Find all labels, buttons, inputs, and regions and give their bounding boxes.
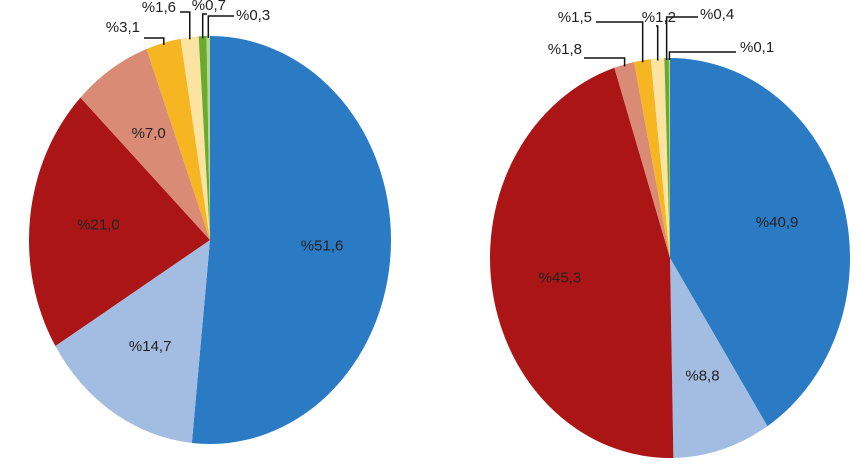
data-label: %7,0 (132, 125, 166, 142)
pie-slice (670, 58, 850, 427)
leader-line (668, 51, 736, 61)
pie-slice (490, 67, 674, 458)
pie-slice (614, 62, 670, 258)
data-label: %21,0 (77, 217, 120, 234)
leader-line (584, 57, 626, 67)
pie-slice (180, 36, 210, 241)
data-label: %8,8 (685, 368, 719, 385)
pie-slice (198, 36, 210, 240)
data-label: %51,6 (301, 237, 344, 254)
data-label: %1,6 (142, 0, 176, 16)
pie-slice (80, 48, 210, 241)
leader-line (596, 21, 644, 63)
pie-slice (670, 258, 768, 458)
leader-line (144, 37, 165, 45)
pie-slice (146, 38, 210, 241)
pie-slice (191, 36, 391, 444)
pie-slice (650, 58, 670, 258)
pie-slice (206, 36, 210, 240)
data-label: %0,1 (740, 39, 774, 56)
leader-line (207, 15, 234, 39)
pie-slice (634, 59, 670, 258)
leader-line (665, 16, 698, 61)
data-label: %45,3 (539, 270, 582, 287)
data-label: %0,7 (192, 0, 226, 14)
pie-slice (55, 240, 210, 443)
data-label: %1,2 (642, 9, 676, 26)
data-label: %1,8 (548, 41, 582, 58)
pie-slice (664, 58, 670, 258)
data-label: %40,9 (756, 214, 799, 231)
leader-line (201, 13, 207, 39)
leader-line (180, 11, 191, 40)
pie-slice (668, 58, 670, 258)
pie-slice (29, 97, 211, 347)
data-label: %3,1 (106, 19, 140, 36)
data-label: %1,5 (558, 9, 592, 26)
leader-line (656, 25, 659, 61)
data-label: %0,4 (700, 6, 734, 23)
data-label: %14,7 (129, 338, 172, 355)
data-label: %0,3 (236, 7, 270, 24)
